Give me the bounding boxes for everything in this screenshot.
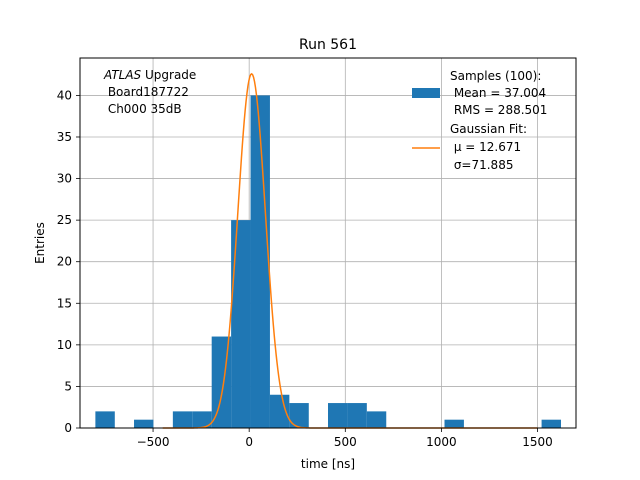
histogram-bar xyxy=(328,403,348,428)
histogram-bar xyxy=(192,411,212,428)
x-tick-label: 0 xyxy=(245,435,253,449)
annotation-atlas: ATLAS xyxy=(103,68,142,82)
x-tick-label: −500 xyxy=(137,435,170,449)
histogram-bar xyxy=(347,403,367,428)
x-tick-label: 500 xyxy=(334,435,357,449)
legend-histogram-swatch xyxy=(412,88,440,98)
legend-fit-sigma: σ=71.885 xyxy=(450,158,513,172)
y-tick-label: 35 xyxy=(57,130,72,144)
legend-histogram-title: Samples (100): xyxy=(450,69,541,83)
y-tick-label: 20 xyxy=(57,255,72,269)
annotation-box: ATLAS Upgrade Board187722 Ch000 35dB xyxy=(103,68,196,116)
legend-fit-mu: μ = 12.671 xyxy=(450,140,521,154)
annotation-line-3: Ch000 35dB xyxy=(104,102,182,116)
legend-fit-title: Gaussian Fit: xyxy=(450,122,527,136)
chart-title: Run 561 xyxy=(299,37,357,53)
y-tick-label: 25 xyxy=(57,213,72,227)
histogram-bar xyxy=(250,95,270,428)
histogram-bar xyxy=(231,220,251,428)
x-axis-label: time [ns] xyxy=(301,457,355,471)
legend-histogram-rms: RMS = 288.501 xyxy=(450,103,547,117)
histogram-bar xyxy=(95,411,115,428)
histogram-bar xyxy=(172,411,193,428)
histogram-bar xyxy=(366,411,387,428)
y-tick-label: 30 xyxy=(57,172,72,186)
histogram-bar xyxy=(134,419,154,428)
x-axis-ticks: −500 0 500 1000 1500 xyxy=(137,428,553,449)
legend-histogram-mean: Mean = 37.004 xyxy=(450,86,546,100)
y-tick-label: 0 xyxy=(64,421,72,435)
y-tick-label: 15 xyxy=(57,296,72,310)
legend: Samples (100): Mean = 37.004 RMS = 288.5… xyxy=(412,69,547,172)
annotation-line-2: Board187722 xyxy=(104,85,189,99)
plot-frame xyxy=(79,57,577,429)
histogram-bar xyxy=(269,394,290,428)
y-tick-label: 5 xyxy=(64,379,72,393)
x-tick-label: 1500 xyxy=(522,435,553,449)
y-tick-label: 40 xyxy=(57,88,72,102)
y-axis-ticks: 0 5 10 15 20 25 30 35 40 xyxy=(57,88,80,435)
y-axis-label: Entries xyxy=(33,222,47,264)
histogram-bar xyxy=(289,403,309,428)
y-tick-label: 10 xyxy=(57,338,72,352)
histogram-bar xyxy=(541,419,562,428)
histogram-bar xyxy=(444,419,464,428)
annotation-upgrade: Upgrade xyxy=(141,68,196,82)
annotation-line-1: ATLAS Upgrade xyxy=(103,68,196,82)
x-tick-label: 1000 xyxy=(426,435,457,449)
